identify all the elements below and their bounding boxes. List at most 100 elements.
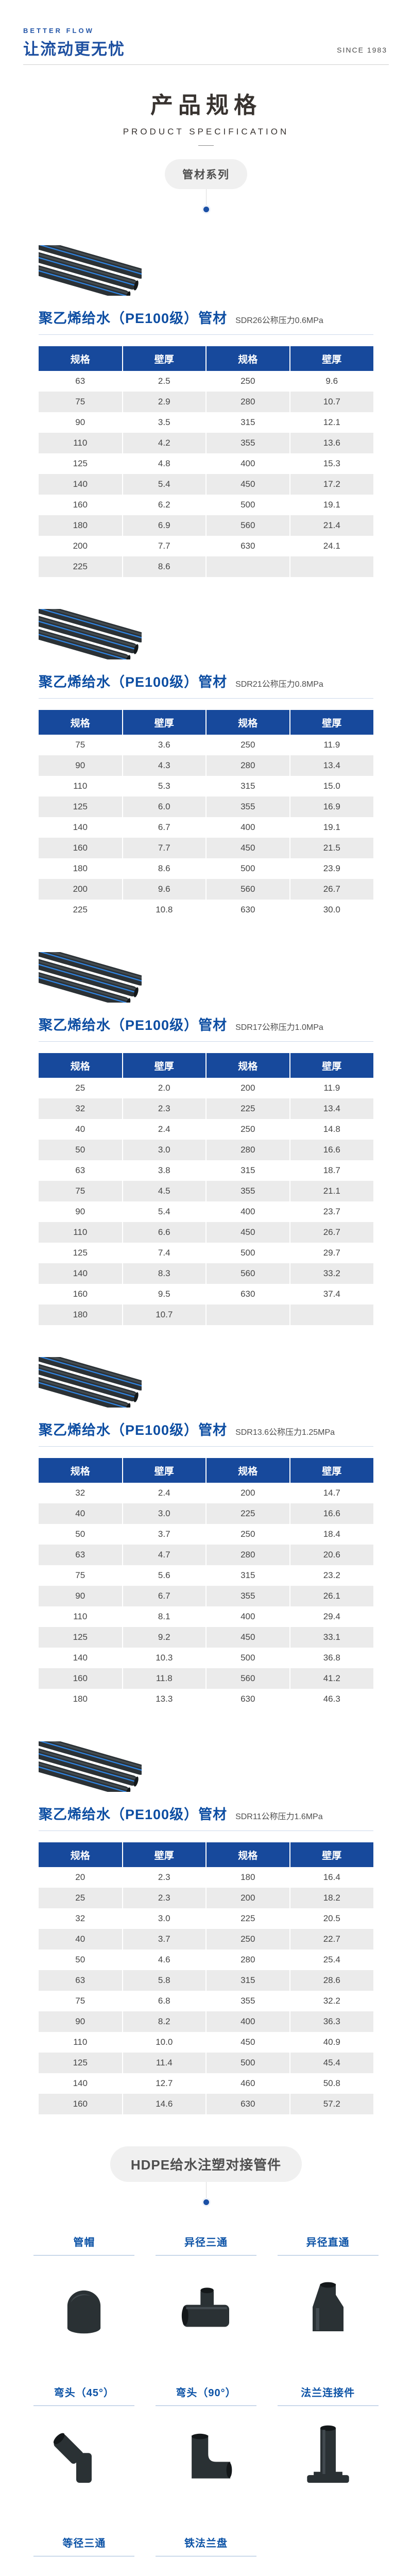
table-row: 125 11.4 500 45.4 bbox=[39, 2053, 373, 2073]
table-cell: 315 bbox=[206, 1565, 290, 1586]
table-cell: 7.4 bbox=[122, 1243, 207, 1263]
series-badge: 管材系列 bbox=[165, 159, 247, 189]
table-cell: 26.7 bbox=[289, 879, 373, 900]
table-row: 63 4.7 280 20.6 bbox=[39, 1545, 373, 1565]
table-cell: 4.6 bbox=[122, 1950, 207, 1970]
table-cell: 180 bbox=[206, 1867, 290, 1888]
section-header: 聚乙烯给水（PE100级）管材 SDR17公称压力1.0MPa bbox=[39, 1014, 373, 1042]
table-cell: 630 bbox=[206, 536, 290, 556]
fitting-card: 异径直通 bbox=[269, 2234, 386, 2353]
table-cell: 5.8 bbox=[122, 1970, 207, 1991]
table-cell: 40 bbox=[39, 1503, 123, 1524]
elbow-90-icon bbox=[192, 2433, 232, 2479]
table-cell: 450 bbox=[206, 474, 290, 495]
table-cell: 5.6 bbox=[122, 1565, 207, 1586]
fitting-underline bbox=[277, 2405, 379, 2406]
table-cell: 22.7 bbox=[289, 1929, 373, 1950]
table-cell: 11.8 bbox=[122, 1668, 207, 1689]
table-cell: 13.4 bbox=[289, 755, 373, 776]
table-row: 63 3.8 315 18.7 bbox=[39, 1160, 373, 1181]
table-cell: 8.3 bbox=[122, 1263, 207, 1284]
spec-table: 规格 壁厚 规格 壁厚 20 2.3 180 16.4 25 2.3 200 18.2 32 3.0 225… bbox=[39, 1842, 373, 2114]
page-title-block: 产品规格 PRODUCT SPECIFICATION bbox=[0, 87, 412, 146]
table-cell: 29.4 bbox=[323, 1612, 340, 1621]
table-cell: 125 bbox=[39, 1627, 123, 1648]
table-cell: 280 bbox=[206, 1140, 290, 1160]
fitting-label: 等径三通 bbox=[62, 2538, 106, 2549]
column-header: 规格 bbox=[39, 346, 123, 371]
table-cell: 2.4 bbox=[122, 1483, 207, 1503]
table-cell: 315 bbox=[206, 412, 290, 433]
table-cell: 630 bbox=[206, 900, 290, 920]
table-cell: 13.6 bbox=[289, 433, 373, 453]
table-cell: 6.6 bbox=[122, 1222, 207, 1243]
table-row: 90 5.4 400 23.7 bbox=[39, 1201, 373, 1222]
table-cell: 225 bbox=[39, 556, 123, 577]
page-header: BETTER FLOW 让流动更无忧 SINCE 1983 bbox=[0, 0, 412, 59]
table-row: 40 3.7 250 22.7 bbox=[39, 1929, 373, 1950]
table-row: 90 4.3 280 13.4 bbox=[39, 755, 373, 776]
table-cell: 75 bbox=[39, 1991, 123, 2011]
table-cell: 13.4 bbox=[289, 1098, 373, 1119]
table-cell: 25 bbox=[39, 1888, 123, 1908]
table-cell: 8.6 bbox=[122, 556, 207, 577]
page-title: 产品规格 bbox=[150, 93, 262, 118]
table-row: 160 14.6 630 57.2 bbox=[39, 2094, 373, 2114]
table-row: 200 9.6 560 26.7 bbox=[39, 879, 373, 900]
cap-icon bbox=[67, 2290, 101, 2334]
table-cell: 200 bbox=[39, 879, 123, 900]
fitting-card: 法兰连接件 bbox=[269, 2384, 386, 2504]
header-divider bbox=[23, 64, 389, 65]
table-cell: 500 bbox=[206, 1243, 290, 1263]
fitting-label: 弯头（90°） bbox=[176, 2387, 236, 2399]
table-cell: 8.2 bbox=[122, 2011, 207, 2032]
table-cell: 500 bbox=[206, 858, 290, 879]
table-cell: 500 bbox=[206, 2053, 290, 2073]
table-cell: 2.0 bbox=[122, 1078, 207, 1098]
fitting-card: 管帽 bbox=[26, 2234, 143, 2353]
fitting-image bbox=[148, 2263, 265, 2353]
fitting-label: 异径直通 bbox=[306, 2237, 350, 2248]
section-header: 聚乙烯给水（PE100级）管材 SDR26公称压力0.6MPa bbox=[39, 307, 373, 335]
pipes-photo bbox=[12, 601, 147, 665]
iron-flange-icon bbox=[167, 2570, 245, 2576]
table-cell: 24.1 bbox=[323, 541, 340, 551]
table-row: 75 3.6 250 11.9 bbox=[39, 735, 373, 755]
table-cell: 250 bbox=[206, 1119, 290, 1140]
table-row: 32 2.3 225 13.4 bbox=[39, 1098, 373, 1119]
spec-table: 规格 壁厚 规格 壁厚 75 3.6 250 11.9 90 4.3 280 13.4 110 5.3 31… bbox=[39, 710, 373, 920]
table-cell: 315 bbox=[206, 1970, 290, 1991]
table-row: 160 11.8 560 41.2 bbox=[39, 1668, 373, 1689]
table-cell: 63 bbox=[39, 1970, 123, 1991]
table-cell: 50.8 bbox=[323, 2078, 340, 2088]
fitting-image bbox=[269, 2263, 386, 2353]
since-label: SINCE 1983 bbox=[337, 46, 387, 54]
table-cell bbox=[206, 1304, 290, 1325]
table-cell: 400 bbox=[206, 817, 290, 838]
table-cell: 50 bbox=[39, 1524, 123, 1545]
table-cell: 8.1 bbox=[122, 1606, 207, 1627]
table-cell: 10.8 bbox=[122, 900, 207, 920]
table-cell: 140 bbox=[39, 474, 123, 495]
column-header: 规格 bbox=[206, 1458, 290, 1483]
table-cell: 3.0 bbox=[122, 1140, 207, 1160]
table-row: 125 9.2 450 33.1 bbox=[39, 1627, 373, 1648]
table-row: 25 2.0 200 11.9 bbox=[39, 1078, 373, 1098]
fitting-grid: 管帽 异径三通 异径直通 弯头（45°） 弯头（90°） 法兰连接件 等径三通 铁法兰盘 bbox=[26, 2234, 386, 2576]
table-row: 110 8.1 400 29.4 bbox=[39, 1606, 373, 1627]
table-cell: 63 bbox=[39, 1160, 123, 1181]
table-cell: 225 bbox=[206, 1908, 290, 1929]
fitting-card: 等径三通 bbox=[26, 2535, 143, 2576]
table-cell: 90 bbox=[39, 1201, 123, 1222]
column-header: 规格 bbox=[39, 1842, 123, 1867]
table-cell: 50 bbox=[39, 1950, 123, 1970]
table-cell: 200 bbox=[206, 1888, 290, 1908]
section-subtitle: SDR11公称压力1.6MPa bbox=[235, 1812, 323, 1821]
column-header: 规格 bbox=[39, 1458, 123, 1483]
table-cell: 450 bbox=[206, 838, 290, 858]
table-row: 125 4.8 400 15.3 bbox=[39, 453, 373, 474]
table-row: 160 9.5 630 37.4 bbox=[39, 1284, 373, 1304]
column-header: 规格 bbox=[39, 1053, 123, 1078]
fitting-image bbox=[148, 2564, 265, 2576]
